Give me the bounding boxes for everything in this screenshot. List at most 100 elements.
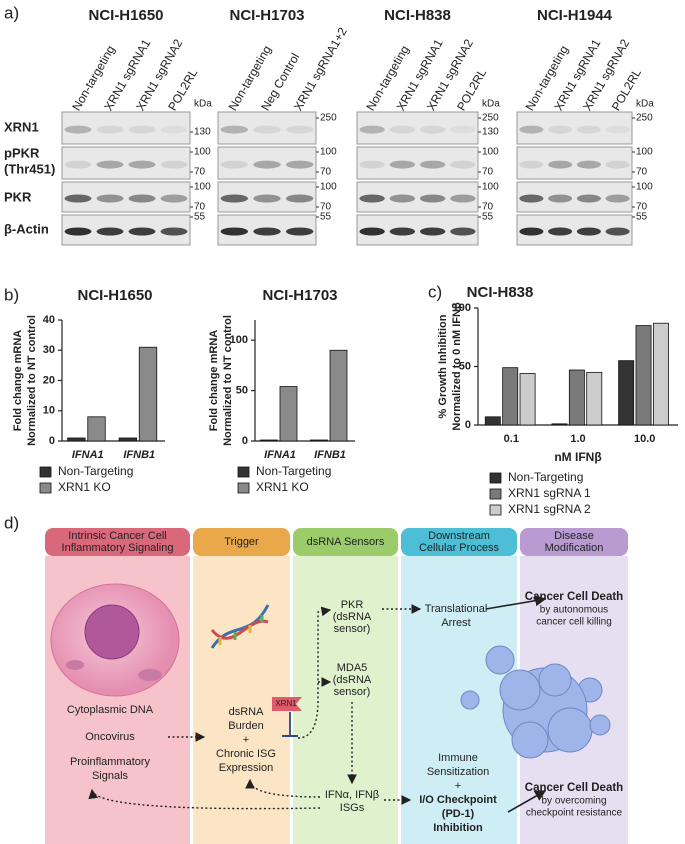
unit-label: kDa — [636, 99, 654, 110]
process-text: Translational — [425, 603, 488, 615]
band — [389, 160, 416, 169]
trigger-text: + — [243, 734, 249, 746]
chart-title: NCI-H1650 — [77, 287, 152, 304]
sensor-text: sensor) — [334, 623, 371, 635]
band — [576, 227, 601, 236]
band — [128, 125, 156, 134]
trigger-text: Expression — [219, 762, 273, 774]
band — [285, 227, 314, 236]
y-axis-label: Fold change mRNA — [208, 330, 220, 432]
band — [419, 194, 446, 203]
y-tick-label: 50 — [236, 384, 248, 396]
blot — [356, 146, 479, 180]
band — [548, 125, 573, 134]
marker-label: 100 — [636, 182, 653, 193]
band — [64, 194, 92, 203]
x-tick-label: 1.0 — [570, 433, 585, 445]
band — [605, 125, 630, 134]
band — [419, 125, 446, 134]
band — [519, 125, 544, 134]
bar — [551, 423, 568, 426]
blot — [516, 111, 633, 145]
column-header — [293, 528, 398, 556]
bar — [87, 416, 106, 442]
arrows — [88, 595, 547, 813]
blot — [61, 111, 191, 145]
legend-label: XRN1 KO — [256, 480, 309, 494]
column-title: Inflammatory Signaling — [62, 542, 174, 554]
panel-label: d) — [4, 513, 19, 532]
band — [253, 160, 281, 169]
y-tick-label: 30 — [43, 344, 55, 356]
band — [253, 125, 281, 134]
column-title: Modification — [545, 542, 604, 554]
y-tick-label: 0 — [465, 419, 471, 431]
band — [519, 227, 544, 236]
band — [96, 194, 124, 203]
band — [450, 194, 476, 203]
column-background — [293, 556, 398, 844]
sensor-text: (dsRNA — [333, 674, 372, 686]
y-tick-label: 40 — [43, 314, 55, 326]
column-header — [520, 528, 628, 556]
band — [220, 194, 249, 203]
row-label: pPKR — [4, 145, 40, 160]
band — [576, 194, 601, 203]
band — [576, 125, 601, 134]
column-title: Trigger — [224, 536, 259, 548]
bar — [568, 369, 585, 426]
band — [220, 227, 249, 236]
xrn1-label: XRN1 — [275, 699, 297, 708]
marker-label: 100 — [194, 147, 211, 158]
outcome-text: by overcoming — [541, 796, 606, 807]
band — [605, 194, 630, 203]
legend-swatch — [489, 504, 502, 516]
process-text: + — [455, 780, 461, 792]
input-text: Cytoplasmic DNA — [67, 704, 154, 716]
x-tick-label: 10.0 — [634, 433, 655, 445]
blot — [217, 111, 317, 145]
column-header — [401, 528, 517, 556]
marker-label: 70 — [194, 202, 206, 213]
bar — [329, 349, 348, 442]
band — [160, 227, 188, 236]
input-text: Oncovirus — [85, 731, 135, 743]
panel-label: b) — [4, 285, 19, 304]
y-tick-label: 0 — [49, 435, 55, 447]
legend-label: XRN1 sgRNA 1 — [508, 486, 591, 500]
legend-swatch — [39, 482, 52, 494]
trigger-text: dsRNA — [229, 706, 265, 718]
y-tick-label: 50 — [459, 360, 471, 372]
y-tick-label: 20 — [43, 374, 55, 386]
checkpoint-text: (PD-1) — [442, 808, 475, 820]
bar — [502, 367, 519, 426]
band — [450, 125, 476, 134]
band — [359, 194, 385, 203]
blot — [217, 146, 317, 180]
marker-label: 100 — [482, 147, 499, 158]
legend-swatch — [237, 482, 250, 494]
marker-label: 100 — [482, 182, 499, 193]
bar — [118, 437, 138, 442]
band — [548, 160, 573, 169]
marker-label: 55 — [482, 212, 494, 223]
band — [128, 194, 156, 203]
x-tick-label: 0.1 — [504, 433, 519, 445]
trigger-text: Burden — [228, 720, 263, 732]
y-axis-label: Normalized to 0 nM IFNβ — [451, 302, 463, 431]
band — [128, 227, 156, 236]
column-header — [193, 528, 290, 556]
marker-label: 130 — [194, 127, 211, 138]
input-text: Proinflammatory — [70, 756, 151, 768]
band — [359, 125, 385, 134]
bar — [519, 373, 536, 426]
band — [253, 194, 281, 203]
marker-label: 70 — [636, 167, 648, 178]
process-text: Immune — [438, 752, 478, 764]
band — [419, 227, 446, 236]
band — [96, 125, 124, 134]
marker-label: 70 — [482, 167, 494, 178]
band — [576, 160, 601, 169]
sensor-text: PKR — [341, 599, 364, 611]
